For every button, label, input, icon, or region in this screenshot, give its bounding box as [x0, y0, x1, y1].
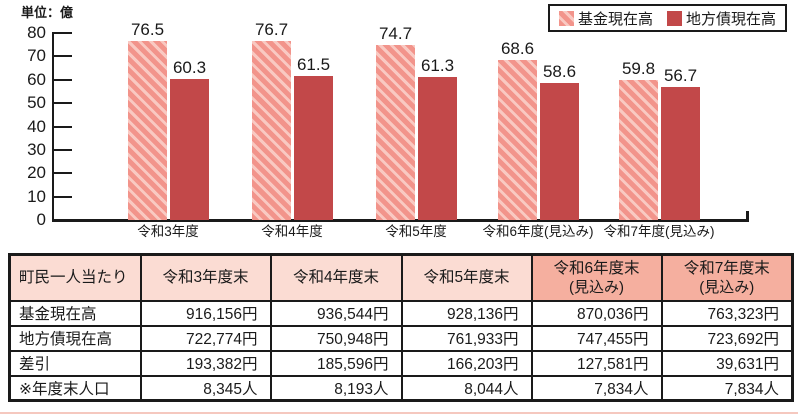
- y-tick-label: 40: [27, 116, 46, 136]
- table-year-header: 令和3年度末: [139, 253, 272, 302]
- value-cell: 747,455円: [530, 324, 663, 352]
- bar-bond: [418, 76, 457, 220]
- row-label-cell: ※年度末人口: [8, 374, 142, 402]
- bar-value-label-bond: 56.7: [663, 66, 698, 86]
- y-tick-label: 0: [36, 210, 46, 229]
- legend-item-fund: 基金現在高: [559, 8, 653, 29]
- legend: 基金現在高 地方債現在高: [548, 4, 788, 32]
- x-category-label: 令和6年度(見込み): [482, 224, 594, 239]
- value-cell: 39,631円: [660, 349, 794, 377]
- y-tick-label: 10: [27, 186, 46, 206]
- y-tick-label: 50: [27, 93, 46, 113]
- bar-bond: [294, 76, 333, 220]
- table-row: 差引 193,382円 185,596円 166,203円 127,581円 39,631…: [8, 349, 794, 377]
- header-subtext: (見込み): [699, 278, 755, 296]
- table-header-row: 町民一人当たり 令和3年度末 令和4年度末 令和5年度末 令和6年度末 (見込み) 令和7年…: [8, 253, 794, 302]
- value-cell: 166,203円: [400, 349, 533, 377]
- value-cell: 8,193人: [269, 374, 403, 402]
- value-cell: 761,933円: [400, 324, 533, 352]
- table-year-header: 令和5年度末: [400, 253, 533, 302]
- row-label-cell: 基金現在高: [8, 299, 142, 327]
- row-label-cell: 差引: [8, 349, 142, 377]
- value-cell: 750,948円: [269, 324, 403, 352]
- bar-value-label-fund: 76.5: [130, 20, 165, 40]
- value-cell: 185,596円: [269, 349, 403, 377]
- unit-label: 単位：億: [21, 5, 74, 20]
- value-cell: 916,156円: [139, 299, 272, 327]
- bar-value-label-fund: 76.7: [254, 19, 289, 39]
- x-axis-end-tick: [746, 211, 749, 219]
- bond-solid-swatch-icon: [667, 10, 683, 26]
- bar-value-label-fund: 74.7: [378, 24, 413, 44]
- bar-fund: [252, 40, 291, 220]
- y-tick: [54, 172, 72, 175]
- per-capita-table: 町民一人当たり 令和3年度末 令和4年度末 令和5年度末 令和6年度末 (見込み) 令和7年…: [8, 253, 794, 402]
- y-tick-label: 20: [27, 163, 46, 183]
- x-axis: [52, 219, 749, 222]
- value-cell: 7,834人: [530, 374, 663, 402]
- y-tick: [54, 32, 72, 34]
- bar-fund: [376, 45, 415, 220]
- value-cell: 936,544円: [269, 299, 403, 327]
- value-cell: 722,774円: [139, 324, 272, 352]
- bar-bond: [170, 79, 209, 220]
- bar-value-label-fund: 68.6: [500, 38, 535, 58]
- legend-label-bond: 地方債現在高: [686, 10, 777, 28]
- table-year-header: 令和4年度末: [269, 253, 403, 302]
- bottom-rule: [0, 412, 798, 414]
- bar-fund: [619, 80, 658, 220]
- y-tick-label: 70: [27, 46, 46, 66]
- y-tick-label: 80: [27, 23, 46, 42]
- table-year-header: 令和6年度末 (見込み): [530, 253, 663, 302]
- legend-label-fund: 基金現在高: [578, 10, 654, 28]
- bar-chart: 0 10 20 30 40 50 60 70 80 76.5 60.3 令和3年度 76.7 61.5 令和…: [27, 19, 749, 239]
- row-label-cell: 地方債現在高: [8, 324, 142, 352]
- y-tick: [54, 125, 72, 128]
- value-cell: 928,136円: [400, 299, 533, 327]
- value-cell: 127,581円: [530, 349, 663, 377]
- bar-value-label-bond: 58.6: [542, 62, 577, 82]
- table-row: 基金現在高 916,156円 936,544円 928,136円 870,036円 763…: [8, 299, 794, 327]
- value-cell: 193,382円: [139, 349, 272, 377]
- bar-fund: [498, 59, 537, 220]
- table-corner-header: 町民一人当たり: [8, 253, 142, 302]
- x-category-label: 令和4年度: [261, 224, 323, 239]
- value-cell: 8,044人: [400, 374, 533, 402]
- x-category-label: 令和3年度: [137, 224, 199, 239]
- y-tick: [54, 78, 72, 81]
- table-year-header: 令和7年度末 (見込み): [660, 253, 794, 302]
- value-cell: 870,036円: [530, 299, 663, 327]
- y-tick: [54, 195, 72, 198]
- y-tick: [54, 102, 72, 105]
- y-tick: [54, 55, 72, 58]
- header-subtext: (見込み): [569, 278, 624, 296]
- bar-bond: [661, 87, 700, 220]
- table-row: ※年度末人口 8,345人 8,193人 8,044人 7,834人 7,834人: [8, 374, 794, 402]
- y-tick-label: 60: [27, 69, 46, 89]
- bar-value-label-bond: 60.3: [172, 58, 207, 78]
- table-row: 地方債現在高 722,774円 750,948円 761,933円 747,455円 72…: [8, 324, 794, 352]
- y-tick-label: 30: [27, 139, 46, 159]
- x-category-label: 令和5年度: [385, 224, 447, 239]
- legend-item-bond: 地方債現在高: [667, 8, 776, 29]
- bar-value-label-bond: 61.5: [296, 55, 331, 75]
- value-cell: 7,834人: [660, 374, 794, 402]
- value-cell: 8,345人: [139, 374, 272, 402]
- y-axis: [52, 32, 54, 222]
- value-cell: 763,323円: [660, 299, 794, 327]
- y-tick: [54, 148, 72, 151]
- value-cell: 723,692円: [660, 324, 794, 352]
- fund-hatched-swatch-icon: [559, 10, 574, 26]
- bar-value-label-fund: 59.8: [621, 59, 656, 79]
- bar-bond: [540, 83, 579, 220]
- bar-fund: [128, 41, 167, 220]
- x-category-label: 令和7年度(見込み): [603, 224, 715, 239]
- bar-value-label-bond: 61.3: [420, 55, 455, 75]
